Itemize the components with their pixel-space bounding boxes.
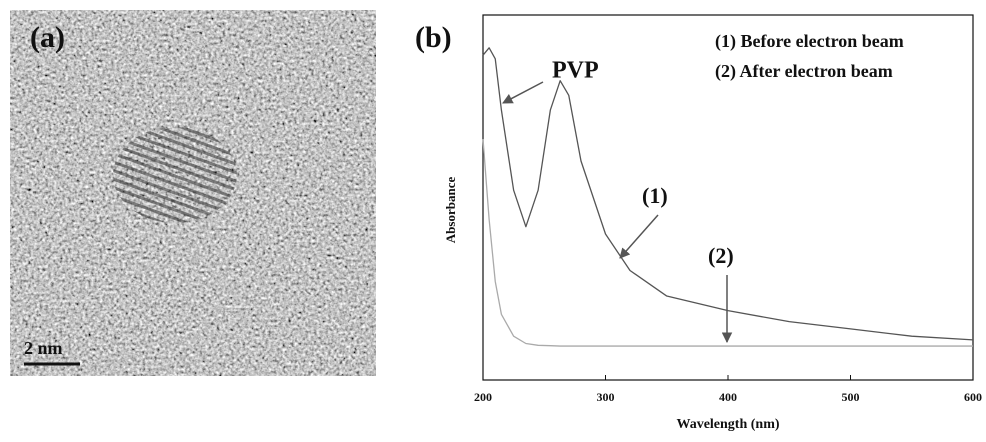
- legend-entry: (1) Before electron beam: [715, 31, 904, 52]
- annotation: (1): [642, 183, 668, 208]
- arrow: [619, 214, 659, 259]
- panel-label: (a): [30, 21, 65, 54]
- annotation: (2): [708, 243, 734, 268]
- x-tick-label: 200: [474, 390, 492, 404]
- x-tick-label: 500: [842, 390, 860, 404]
- x-axis-label: Wavelength (nm): [676, 417, 779, 432]
- series-line: [482, 139, 973, 347]
- arrow: [502, 81, 544, 104]
- scale-bar-label: 2 nm: [24, 338, 63, 358]
- panel-label: (b): [415, 21, 452, 54]
- x-tick-label: 300: [597, 390, 615, 404]
- x-tick-label: 400: [719, 390, 737, 404]
- chart: (b) Wavelength (nm) Absorbance (1) Befor…: [415, 14, 982, 432]
- nanoparticle: [113, 127, 237, 223]
- legend-entry: (2) After electron beam: [715, 61, 893, 82]
- series-line: [482, 47, 974, 341]
- x-tick-label: 600: [964, 390, 982, 404]
- y-axis-label: Absorbance: [443, 177, 458, 244]
- annotation: PVP: [552, 58, 599, 84]
